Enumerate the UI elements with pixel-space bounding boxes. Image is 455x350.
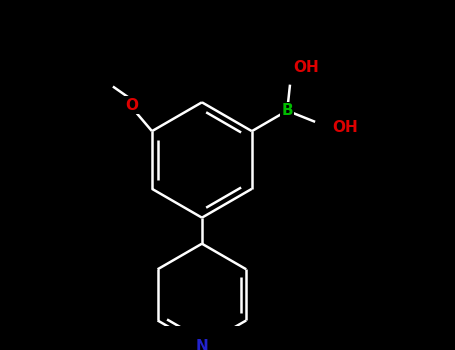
Text: O: O: [125, 98, 138, 113]
Text: N: N: [196, 338, 208, 350]
Text: B: B: [281, 103, 293, 118]
Text: OH: OH: [294, 61, 319, 75]
Text: OH: OH: [332, 120, 358, 135]
